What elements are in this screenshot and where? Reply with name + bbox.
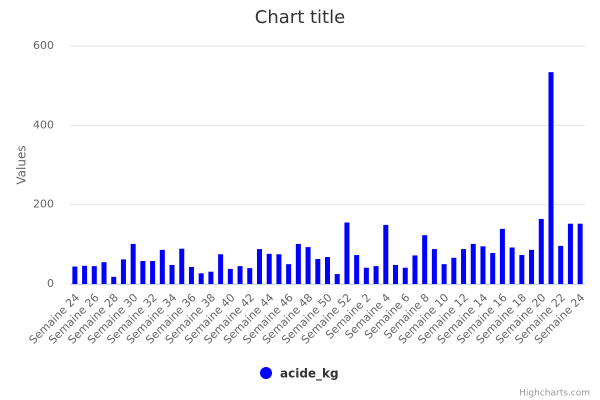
bar: [82, 265, 88, 284]
y-tick-label: 200: [33, 198, 54, 211]
bar: [91, 266, 97, 284]
bar: [354, 255, 360, 284]
bar: [529, 249, 535, 284]
bar: [295, 243, 301, 284]
bar: [509, 247, 515, 284]
bar: [558, 245, 564, 284]
bar: [188, 266, 194, 284]
bar: [120, 259, 126, 284]
bar: [363, 267, 369, 284]
bar: [256, 249, 262, 284]
bar: [431, 249, 437, 284]
bar: [208, 271, 214, 284]
bar: [577, 223, 583, 284]
bar: [422, 235, 428, 284]
bar: [218, 254, 224, 284]
bar: [412, 255, 418, 284]
bar: [247, 268, 253, 284]
y-tick-label: 400: [33, 118, 54, 131]
bar: [237, 266, 243, 284]
bar: [198, 273, 204, 284]
bar: [538, 218, 544, 284]
bar: [451, 257, 457, 284]
bar: [334, 274, 340, 284]
bar: [140, 260, 146, 284]
bar: [325, 257, 330, 284]
bar: [499, 228, 505, 284]
bar: [276, 254, 282, 284]
bar: [490, 253, 496, 284]
bar: [111, 276, 117, 284]
bar: [373, 266, 379, 284]
bar: [567, 223, 573, 284]
y-axis-title: Values: [15, 145, 29, 184]
bar: [159, 249, 165, 284]
bar: [169, 264, 175, 284]
bar: [305, 247, 311, 284]
bar: [480, 246, 486, 284]
bar: [101, 262, 107, 284]
bar: [441, 264, 447, 284]
bar: [470, 243, 476, 284]
bar: [315, 259, 321, 284]
bar: [393, 264, 399, 284]
bar: [383, 224, 389, 284]
chart-title: Chart title: [255, 7, 345, 28]
bar: [286, 264, 292, 284]
y-tick-label: 600: [33, 39, 54, 52]
bar: [227, 268, 233, 284]
credits[interactable]: Highcharts.com: [519, 389, 590, 399]
bar: [548, 72, 554, 285]
legend-label: acide_kg: [280, 367, 339, 382]
bar: [519, 255, 525, 284]
legend-marker: [260, 367, 272, 379]
bar: [72, 266, 78, 284]
bar: [179, 248, 185, 284]
bar: [461, 249, 467, 284]
bar: [344, 222, 350, 284]
bar: [130, 243, 136, 284]
bar: [266, 253, 272, 284]
y-tick-label: 0: [47, 277, 54, 290]
bar: [150, 260, 156, 284]
bar: [402, 267, 408, 284]
